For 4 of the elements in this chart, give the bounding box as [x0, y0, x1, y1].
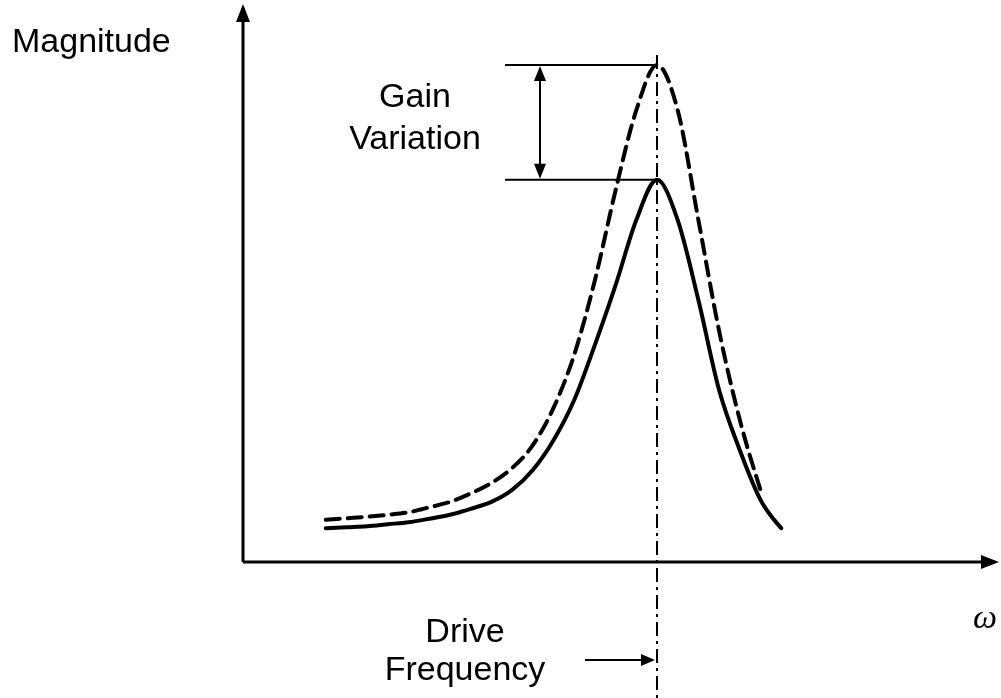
text: Drive Frequency — [384, 611, 546, 687]
y-axis-title: Magnitude — [12, 21, 171, 59]
x-axis-title: ω — [973, 598, 998, 635]
annotation: Gain Variation — [349, 76, 481, 156]
